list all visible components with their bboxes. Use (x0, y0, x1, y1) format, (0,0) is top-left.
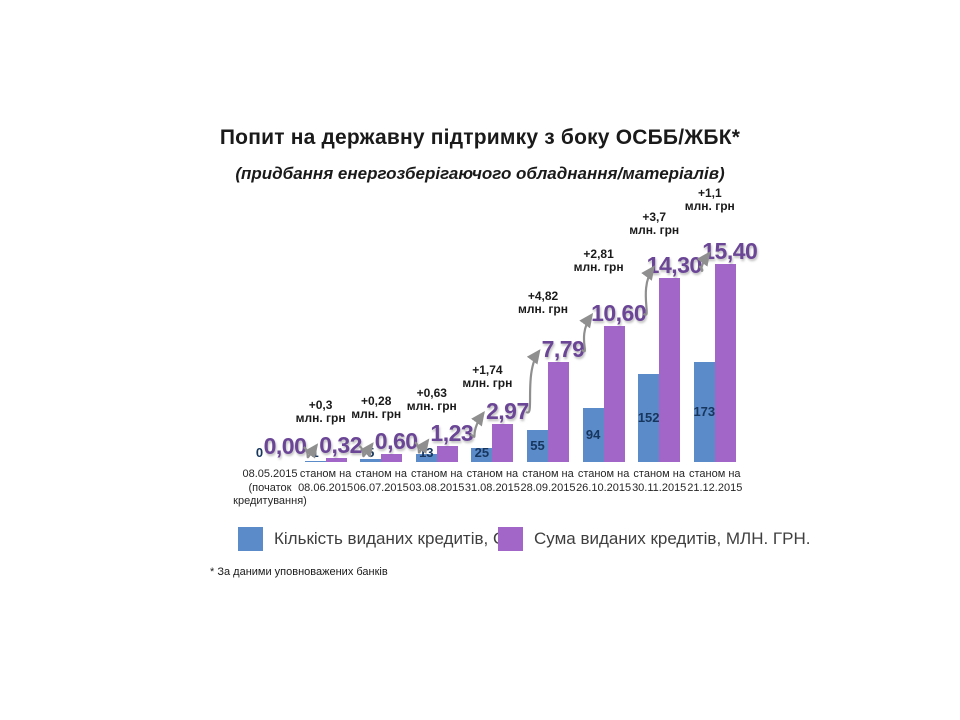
count-bar (638, 374, 660, 462)
count-bar (471, 447, 493, 462)
category-label: станом на 26.10.2015 (576, 468, 632, 494)
delta-annotation: +0,3 млн. грн (295, 397, 346, 425)
delta-annotation: +3,7 млн. грн (629, 210, 680, 238)
sum-value-label: 0,00 (263, 433, 307, 459)
category-label: станом на 31.08.2015 (464, 468, 520, 494)
sum-bar (603, 325, 625, 462)
delta-annotation: +2,81 млн. грн (573, 246, 624, 274)
legend-label-sum: Сума виданих кредитів, МЛН. ГРН. (534, 529, 811, 548)
sum-value-label: 1,23 (430, 420, 474, 447)
count-bar (304, 461, 326, 462)
category-label: 08.05.2015 (початок кредитування) (233, 468, 307, 507)
sum-value-label: 14,30 (646, 252, 703, 279)
sum-bar (381, 454, 403, 462)
delta-annotation: +0,63 млн. грн (406, 386, 457, 414)
category-label: станом на 03.08.2015 (409, 468, 465, 494)
category-label: станом на 06.07.2015 (353, 468, 409, 494)
sum-value-label: 15,40 (702, 238, 758, 264)
sum-bar (548, 361, 569, 462)
count-bar (360, 459, 382, 462)
legend-swatch-count (238, 527, 263, 551)
delta-annotation: +1,74 млн. грн (462, 362, 513, 390)
sum-value-label: 0,32 (319, 431, 362, 458)
count-value-label: 13 (419, 445, 434, 460)
count-value-label: 55 (530, 438, 545, 454)
category-label: станом на 08.06.2015 (298, 468, 354, 494)
delta-annotation: +0,28 млн. грн (351, 394, 402, 422)
count-value-label: 94 (585, 426, 601, 442)
count-value-label: 152 (637, 410, 660, 426)
chart-subtitle: (придбання енергозберігаючого обладнання… (235, 164, 725, 183)
delta-annotation: +4,82 млн. грн (518, 288, 568, 316)
count-bar (527, 430, 548, 462)
footnote: * За даними уповноважених банків (210, 566, 388, 578)
sum-value-label: 10,60 (591, 299, 647, 326)
category-label: станом на 30.11.2015 (632, 468, 687, 494)
category-label: станом на 28.09.2015 (520, 468, 576, 494)
sum-bar (714, 264, 736, 462)
count-value-label: 25 (474, 445, 490, 460)
sum-bar (436, 446, 458, 462)
sum-value-label: 0,60 (374, 428, 418, 455)
sum-bar (659, 278, 681, 462)
legend-label-count: Кількість виданих кредитів, ОД. (274, 529, 523, 548)
legend-swatch-sum (498, 527, 523, 551)
chart-title: Попит на державну підтримку з боку ОСББ/… (219, 126, 741, 149)
sum-value-label: 2,97 (486, 397, 529, 424)
count-bar (415, 454, 437, 462)
category-label: станом на 21.12.2015 (687, 468, 743, 494)
count-bar (693, 362, 715, 462)
delta-annotation: +1,1 млн. грн (684, 186, 735, 213)
sum-bar (492, 423, 514, 462)
count-value-label: 173 (693, 404, 716, 419)
sum-value-label: 7,79 (541, 335, 585, 362)
sum-bar (325, 457, 347, 462)
count-value-label: 0 (255, 445, 264, 460)
count-bar (582, 407, 604, 462)
